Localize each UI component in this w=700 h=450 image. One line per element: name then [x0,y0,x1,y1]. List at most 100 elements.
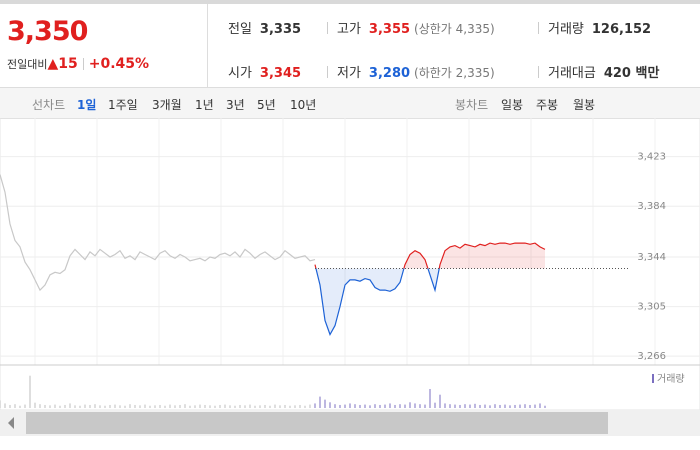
stat: 전일 3,335 [228,18,301,37]
change-pct: +0.45% [88,56,150,72]
quote-header: 3,350 전일대비▲15 +0.45% 전일 3,335 고가 3,355 (상한가 4… [0,0,700,88]
volume-bar [144,404,146,408]
volume-bar [339,404,341,408]
volume-bar [539,403,541,408]
tab[interactable]: 3년 [226,98,245,112]
volume-bar [154,405,156,408]
volume-bar [179,404,181,408]
stat: 고가 3,355 (상한가 4,335) [337,18,495,37]
volume-bar [184,404,186,408]
volume-bar [54,404,56,408]
volume-bar [414,403,416,408]
volume-bar [114,404,116,408]
legend-label: 거래량 [657,373,685,385]
y-tick-label: 3,344 [637,252,666,263]
tab[interactable]: 10년 [290,98,317,112]
scroll-thumb[interactable] [26,412,608,434]
volume-bar [44,404,46,408]
y-tick-label: 3,305 [637,302,666,313]
volume-bar [449,404,451,408]
volume-bar [89,404,91,408]
volume-bar [239,404,241,408]
volume-bar [299,404,301,408]
divider [327,66,328,78]
volume-bar [99,405,101,408]
volume-bar [39,404,41,408]
volume-bar [229,405,231,408]
stat-value: 3,335 [259,22,302,37]
tab[interactable]: 일봉 [501,98,524,112]
volume-bar [9,404,11,408]
volume-bar [59,405,61,408]
volume-bar [544,405,546,408]
volume-bar [29,375,31,408]
legend-swatch [652,374,654,383]
volume-bar [244,405,246,408]
volume-bar [109,404,111,408]
stat-label: 고가 [337,22,361,37]
y-tick-label: 3,266 [637,351,666,362]
volume-bar [384,404,386,408]
tab[interactable]: 주봉 [536,98,559,112]
stat-value: 3,345 [259,66,302,81]
stat-label: 시가 [228,66,252,81]
volume-bar [269,405,271,408]
volume-bar [284,404,286,408]
tab-group-label: 봉차트 [455,98,489,112]
volume-bar [439,394,441,408]
tab[interactable]: 1일 [77,98,97,112]
volume-bar [374,404,376,408]
volume-bar [174,405,176,408]
stat-note: (상한가 4,335) [414,22,495,36]
volume-bar [419,404,421,408]
volume-bar [94,404,96,408]
volume-bar [259,405,261,408]
volume-bar [264,404,266,408]
volume-bar [434,402,436,408]
volume-bar [24,404,26,408]
volume-bar [529,404,531,408]
chart: 3,423 3,384 3,344 3,305 3,266 거래량 [0,118,700,436]
scroll-arrow[interactable] [8,417,14,429]
y-tick-label: 3,384 [637,201,666,212]
volume-bar [424,404,426,408]
stat-note: (하한가 2,335) [414,66,495,80]
volume-bar [204,404,206,408]
volume-bar [64,404,66,408]
current-price: 3,350 [7,16,88,47]
volume-bar [389,403,391,408]
volume-bar [129,404,131,408]
volume-bar [274,404,276,408]
stat-label: 저가 [337,66,361,81]
volume-bar [509,405,511,408]
tab[interactable]: 1년 [195,98,214,112]
stat-label: 거래량 [548,22,584,37]
tab[interactable]: 5년 [257,98,276,112]
change-label: 전일대비 [7,58,48,71]
stat: 거래대금 420 백만 [548,62,659,81]
tab[interactable]: 1주일 [108,98,138,112]
volume-bar [489,405,491,408]
volume-bar [324,399,326,408]
volume-bar [124,405,126,408]
volume-bar [4,403,6,408]
volume-bar [194,405,196,408]
tab[interactable]: 3개월 [152,98,182,112]
volume-bar [494,404,496,408]
volume-bar [474,403,476,408]
volume-bar [334,404,336,408]
volume-bar [49,405,51,408]
change-value: 15 [58,56,78,72]
volume-bar [459,404,461,408]
volume-bar [219,404,221,408]
volume-bar [234,405,236,408]
volume-bar [464,404,466,408]
volume-bar [224,404,226,408]
plot-border [0,118,700,411]
volume-bar [534,404,536,408]
volume-bar [279,405,281,408]
volume-bar [349,403,351,408]
tab[interactable]: 월봉 [573,98,596,112]
volume-bar [169,404,171,408]
